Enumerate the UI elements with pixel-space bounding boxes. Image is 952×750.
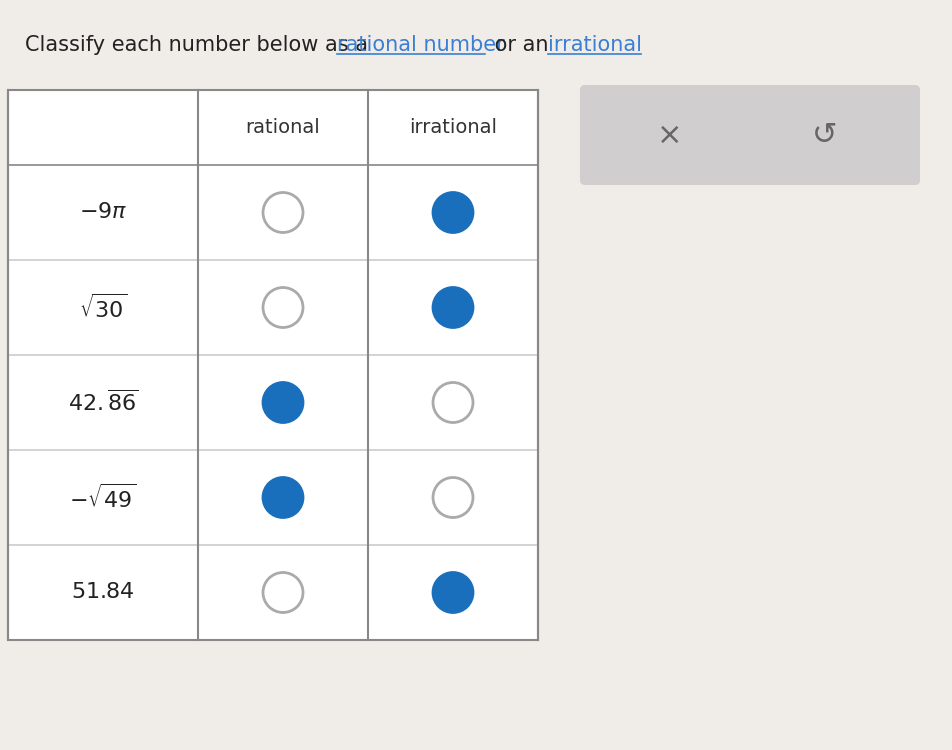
FancyBboxPatch shape — [8, 90, 538, 640]
Text: $-\sqrt{49}$: $-\sqrt{49}$ — [69, 483, 136, 512]
Text: irrational: irrational — [547, 35, 642, 55]
Circle shape — [263, 287, 303, 328]
Text: ×: × — [657, 121, 682, 149]
Circle shape — [263, 572, 303, 613]
Text: rational: rational — [246, 118, 320, 137]
Text: $42.\overline{86}$: $42.\overline{86}$ — [68, 390, 138, 416]
Circle shape — [263, 193, 303, 232]
FancyBboxPatch shape — [580, 85, 919, 185]
Circle shape — [432, 572, 472, 613]
Text: $-9\pi$: $-9\pi$ — [79, 202, 128, 223]
Text: ↺: ↺ — [811, 121, 837, 149]
Circle shape — [432, 193, 472, 232]
Circle shape — [432, 287, 472, 328]
Text: or an: or an — [487, 35, 554, 55]
Circle shape — [432, 478, 472, 518]
Text: $51.84$: $51.84$ — [71, 583, 135, 602]
Text: irrational: irrational — [408, 118, 497, 137]
Circle shape — [263, 478, 303, 518]
Text: $\sqrt{30}$: $\sqrt{30}$ — [79, 293, 128, 322]
Text: rational number: rational number — [337, 35, 505, 55]
Circle shape — [432, 382, 472, 422]
Text: Classify each number below as a: Classify each number below as a — [25, 35, 374, 55]
Circle shape — [263, 382, 303, 422]
